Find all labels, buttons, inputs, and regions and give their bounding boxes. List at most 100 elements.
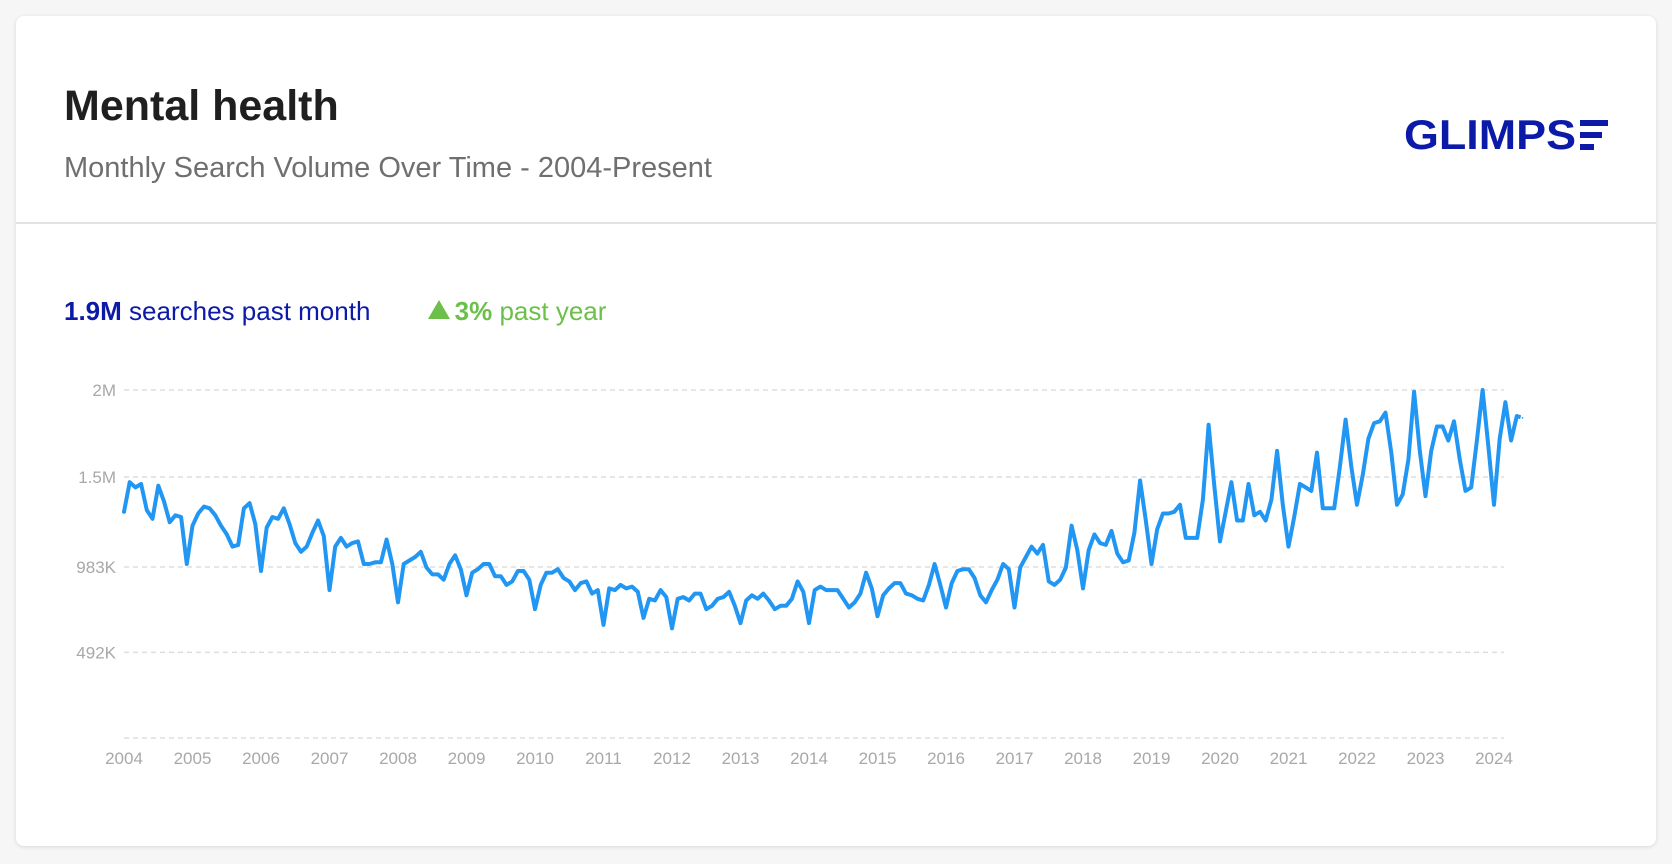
data-point bbox=[1293, 516, 1296, 518]
data-point bbox=[1316, 451, 1318, 454]
data-point bbox=[1299, 483, 1301, 485]
data-point bbox=[1498, 437, 1501, 440]
data-point bbox=[134, 486, 137, 489]
data-point bbox=[602, 624, 605, 626]
data-point bbox=[568, 580, 571, 583]
stats-row: 1.9M searches past month 3% past year bbox=[64, 296, 606, 327]
data-point bbox=[248, 502, 251, 504]
x-tick-label: 2010 bbox=[516, 749, 554, 768]
data-point bbox=[1453, 420, 1455, 423]
data-point bbox=[1082, 587, 1084, 590]
monthly-volume-stat: 1.9M searches past month bbox=[64, 296, 378, 326]
x-tick-label: 2008 bbox=[379, 749, 417, 768]
data-point bbox=[1059, 578, 1061, 581]
card-header: Mental health Monthly Search Volume Over… bbox=[16, 16, 1656, 224]
data-point bbox=[659, 589, 662, 591]
data-point bbox=[385, 538, 388, 541]
data-point bbox=[574, 589, 576, 591]
data-point bbox=[1019, 566, 1022, 569]
data-point bbox=[1281, 504, 1284, 506]
data-point bbox=[357, 540, 359, 543]
data-point bbox=[265, 526, 268, 529]
data-point bbox=[888, 587, 890, 590]
data-point bbox=[808, 622, 810, 624]
data-point bbox=[1407, 458, 1410, 461]
data-point bbox=[1413, 390, 1415, 393]
data-point bbox=[1230, 481, 1233, 484]
data-point bbox=[751, 594, 753, 597]
data-point bbox=[928, 584, 930, 586]
data-point bbox=[631, 585, 633, 588]
x-tick-label: 2007 bbox=[311, 749, 349, 768]
chart-subtitle: Monthly Search Volume Over Time - 2004-P… bbox=[64, 152, 712, 184]
data-point bbox=[345, 545, 348, 548]
data-point bbox=[465, 594, 468, 597]
data-point bbox=[1110, 530, 1113, 532]
x-tick-label: 2021 bbox=[1270, 749, 1308, 768]
data-point bbox=[328, 589, 331, 591]
data-point bbox=[1321, 507, 1324, 510]
series-line bbox=[122, 388, 1519, 631]
data-point bbox=[745, 599, 748, 602]
data-point bbox=[391, 563, 394, 565]
data-point bbox=[722, 596, 725, 598]
data-point bbox=[876, 615, 879, 617]
data-point bbox=[1242, 519, 1244, 522]
data-point bbox=[334, 545, 337, 548]
data-point bbox=[716, 598, 719, 600]
data-point bbox=[1373, 422, 1375, 424]
data-point bbox=[260, 570, 262, 572]
y-tick-label: 2M bbox=[92, 381, 116, 400]
data-point bbox=[831, 589, 833, 591]
x-tick-label: 2020 bbox=[1201, 749, 1239, 768]
data-point bbox=[1093, 533, 1096, 536]
data-point bbox=[1493, 504, 1495, 506]
data-point bbox=[454, 554, 456, 557]
data-point bbox=[203, 505, 205, 508]
data-point bbox=[1424, 495, 1427, 497]
data-point bbox=[494, 575, 496, 577]
data-point bbox=[1179, 504, 1181, 506]
y-tick-label: 983K bbox=[76, 558, 116, 577]
data-point bbox=[705, 608, 708, 611]
data-point bbox=[311, 531, 314, 534]
data-point bbox=[836, 589, 839, 591]
data-point bbox=[174, 514, 177, 517]
data-point bbox=[671, 627, 673, 630]
x-tick-label: 2016 bbox=[927, 749, 965, 768]
data-point bbox=[1276, 450, 1278, 452]
data-point bbox=[1025, 556, 1027, 558]
data-point bbox=[779, 604, 782, 607]
data-point bbox=[956, 570, 959, 572]
page-title: Mental health bbox=[64, 82, 339, 130]
data-point bbox=[711, 604, 713, 607]
data-point bbox=[1202, 498, 1204, 501]
data-point bbox=[380, 561, 382, 564]
data-point bbox=[1036, 552, 1039, 555]
data-point bbox=[471, 571, 474, 574]
data-point bbox=[1458, 458, 1461, 461]
data-point bbox=[1264, 519, 1267, 522]
yearly-change-stat: 3% past year bbox=[427, 296, 607, 326]
data-point bbox=[397, 601, 399, 604]
data-point bbox=[1213, 484, 1216, 487]
trend-card: Mental health Monthly Search Volume Over… bbox=[16, 16, 1656, 846]
data-point bbox=[1430, 450, 1433, 452]
data-point bbox=[813, 589, 816, 591]
x-tick-label: 2019 bbox=[1133, 749, 1171, 768]
data-point bbox=[585, 580, 588, 583]
data-point bbox=[402, 563, 405, 565]
data-point bbox=[1127, 559, 1130, 562]
data-point bbox=[317, 519, 319, 522]
data-point bbox=[1333, 507, 1335, 510]
data-point bbox=[1224, 511, 1227, 513]
yearly-change-label: past year bbox=[499, 296, 607, 326]
data-point bbox=[237, 544, 239, 546]
data-point bbox=[305, 545, 308, 548]
data-point bbox=[1504, 401, 1507, 403]
data-point bbox=[591, 592, 593, 595]
data-point bbox=[271, 516, 274, 518]
data-point bbox=[231, 545, 234, 548]
data-point bbox=[1436, 425, 1438, 428]
series-projection-line bbox=[1516, 414, 1524, 420]
